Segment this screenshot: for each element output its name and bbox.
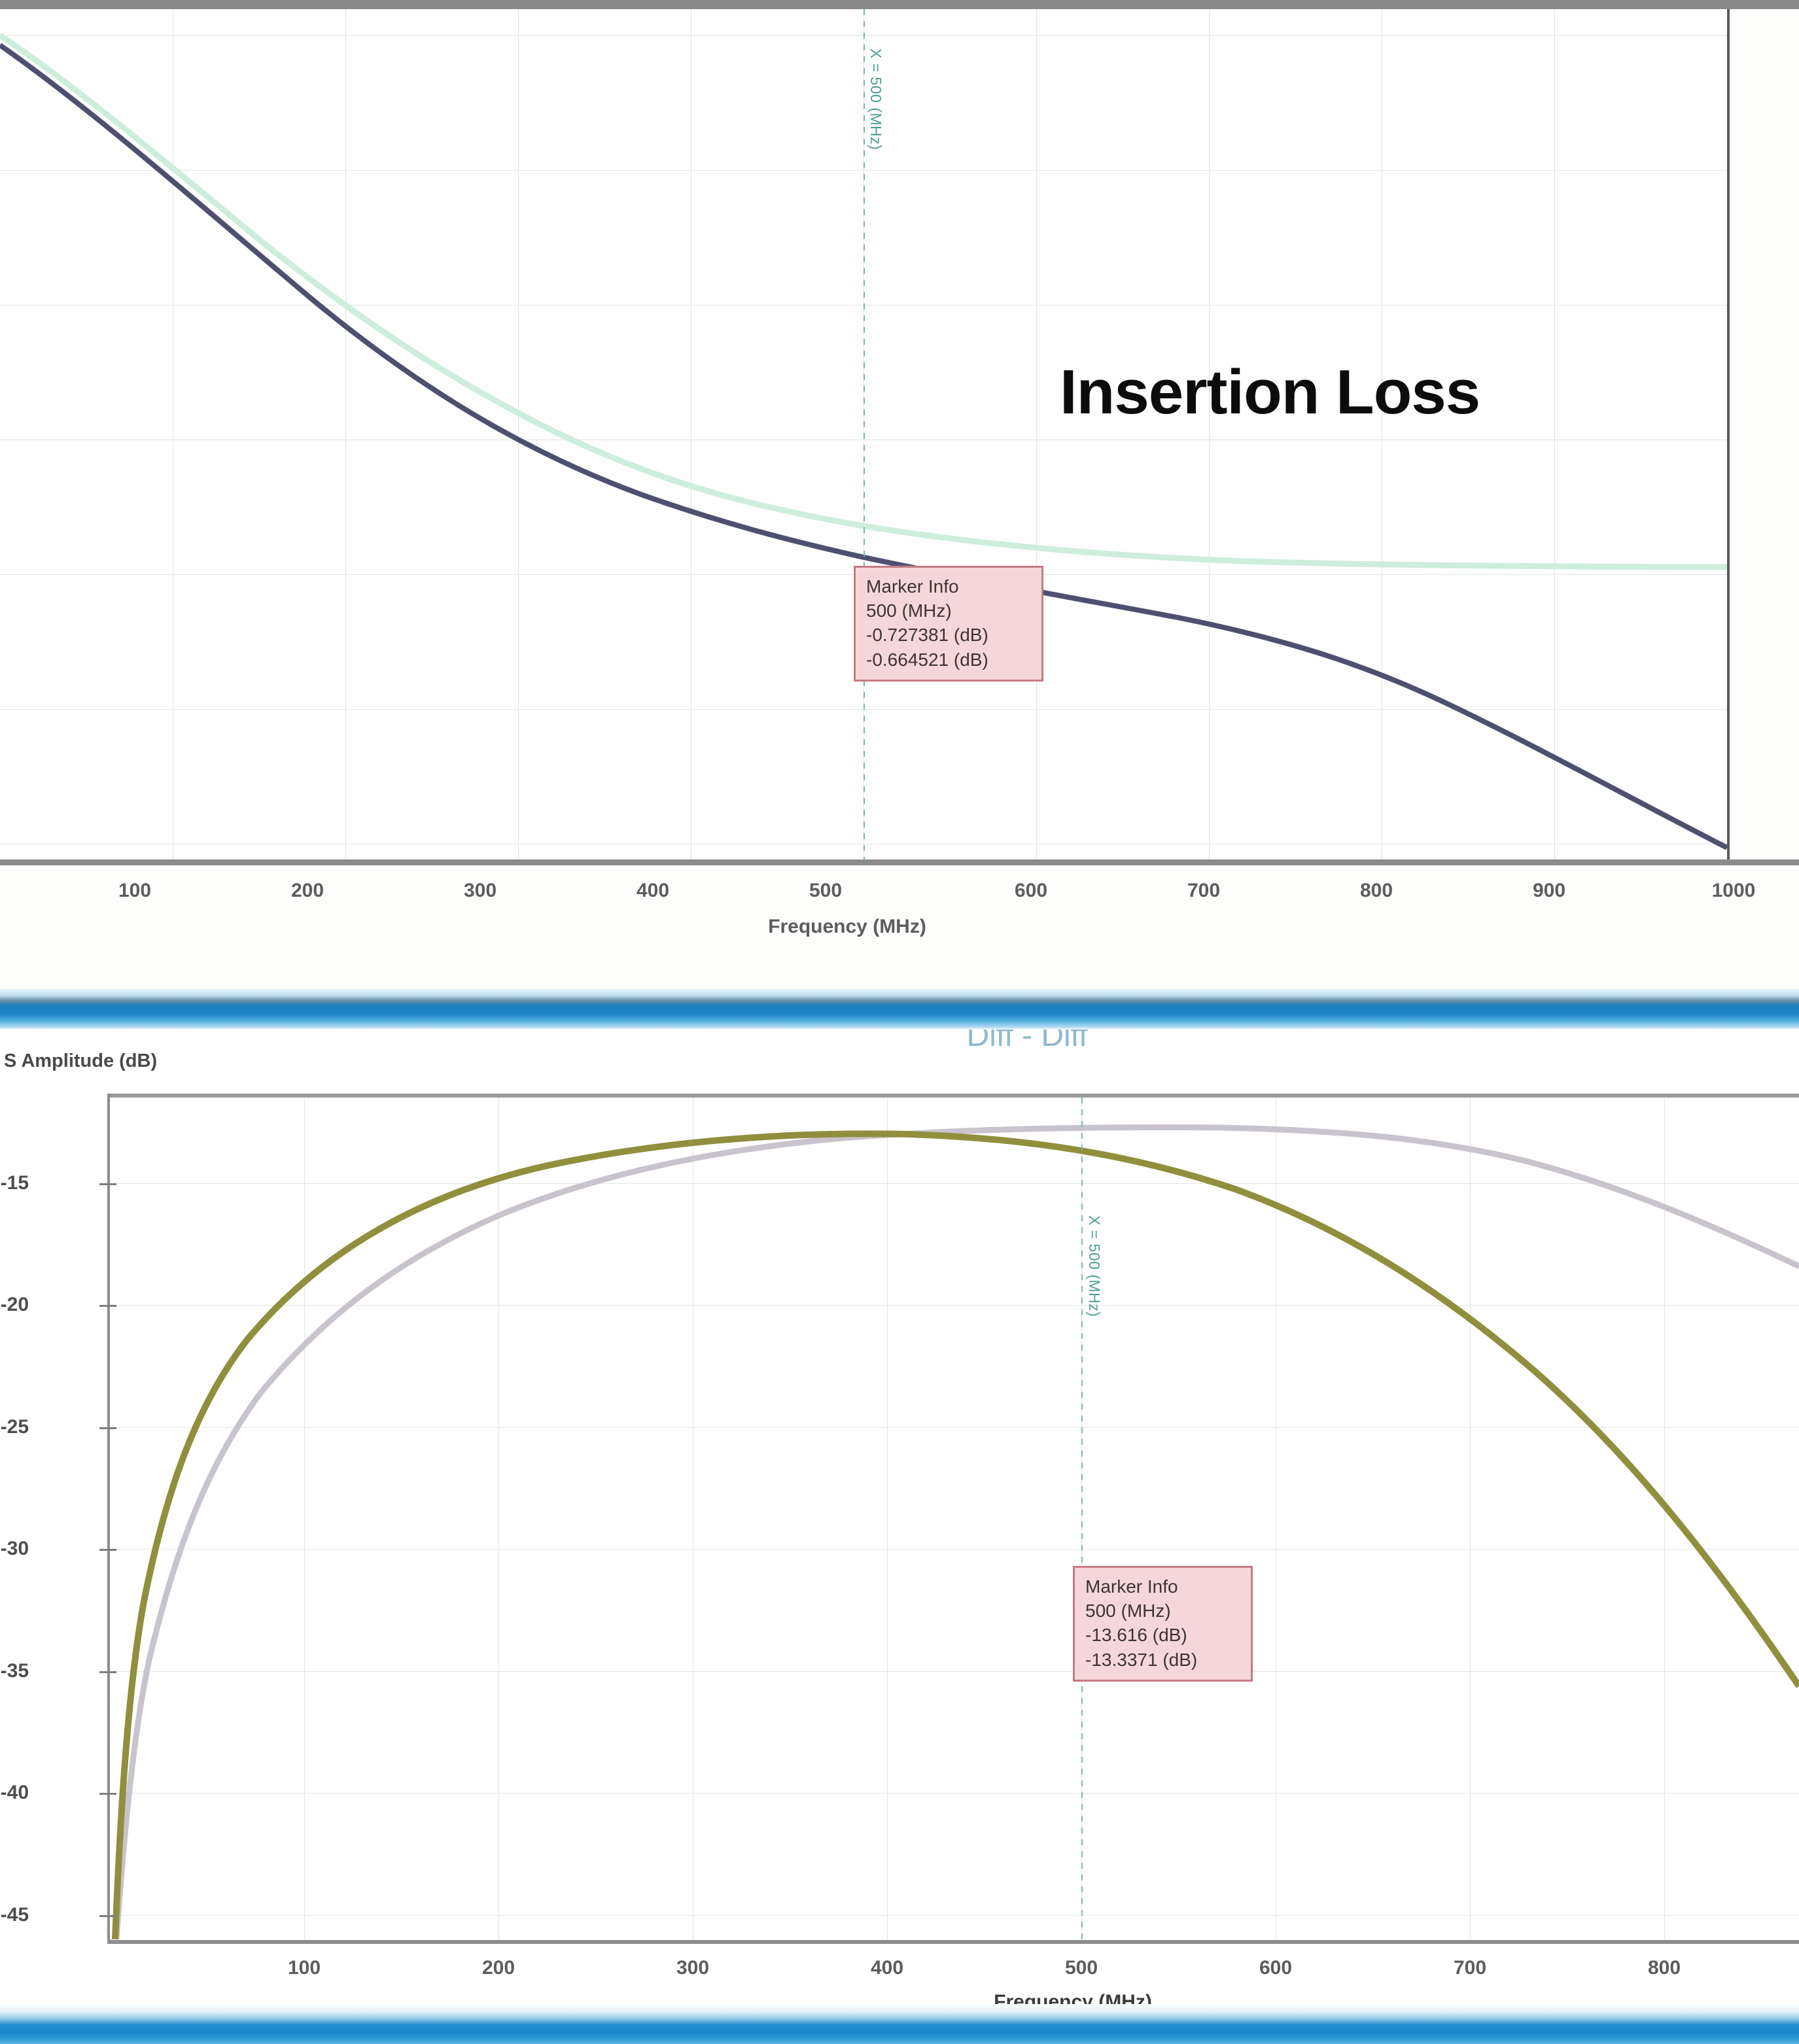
- insertion-loss-panel: X = 500 (MHz) Marker Info 500 (MHz) -0.7…: [0, 0, 1799, 989]
- y-tick-label: -35: [0, 1660, 29, 1682]
- x-tick: 700: [1453, 1957, 1487, 1979]
- marker-info-box[interactable]: Marker Info 500 (MHz) -13.616 (dB) -13.3…: [1073, 1566, 1253, 1682]
- gridline-v: [304, 1098, 305, 1939]
- return-loss-x-axis: [107, 1940, 1799, 1944]
- x-tick: 500: [809, 880, 843, 901]
- y-tick-mark: [99, 1915, 116, 1917]
- marker-line-500mhz: [864, 9, 865, 859]
- marker-info-frequency: 500 (MHz): [1085, 1601, 1171, 1621]
- gridline-h: [110, 1305, 1799, 1306]
- gridline-h: [110, 1549, 1799, 1550]
- x-tick: 300: [463, 880, 497, 901]
- return-loss-panel: Diff - Diff S Amplitude (dB): [0, 1030, 1799, 2004]
- window-divider-bar: [0, 989, 1799, 1030]
- marker-info-value-2: -13.3371 (dB): [1085, 1649, 1198, 1670]
- x-tick: 900: [1532, 880, 1566, 901]
- gridline-h: [110, 1915, 1799, 1916]
- return-loss-traces: [112, 1124, 1799, 1939]
- marker-info-box[interactable]: Marker Info 500 (MHz) -0.727381 (dB) -0.…: [854, 566, 1043, 682]
- window-bottom-bar: [0, 2004, 1799, 2044]
- return-loss-plot-area[interactable]: X = 500 (MHz): [110, 1098, 1799, 1939]
- x-tick: 700: [1187, 880, 1221, 901]
- y-tick-mark: [99, 1793, 116, 1795]
- return-loss-y-axis-title: S Amplitude (dB): [4, 1050, 158, 1071]
- x-tick: 1000: [1711, 880, 1756, 901]
- x-tick: 800: [1647, 1957, 1681, 1979]
- insertion-loss-x-axis-title: Frequency (MHz): [768, 916, 926, 937]
- insertion-loss-traces: [0, 33, 1727, 850]
- insertion-loss-plot-area[interactable]: X = 500 (MHz): [0, 9, 1727, 859]
- y-tick-label: -40: [0, 1782, 29, 1803]
- gridline-h: [110, 1183, 1799, 1184]
- return-loss-x-axis-title: Frequency (MHz): [994, 1991, 1152, 2004]
- gridline-h: [110, 1427, 1799, 1428]
- return-loss-x-ticks: 100 200 300 400 500 600 700 800: [0, 1957, 1799, 1990]
- top-panel-frame-bar: [0, 0, 1799, 9]
- y-tick-mark: [99, 1305, 116, 1307]
- marker-line-500mhz: [1081, 1098, 1083, 1939]
- marker-axis-label: X = 500 (MHz): [867, 48, 884, 150]
- x-tick: 200: [481, 1957, 515, 1979]
- y-tick-label: -45: [0, 1904, 29, 1926]
- gridline-v: [498, 1098, 499, 1939]
- y-tick-mark: [99, 1549, 116, 1551]
- gridline-v: [1470, 1098, 1471, 1939]
- y-tick-label: -30: [0, 1538, 29, 1559]
- marker-info-frequency: 500 (MHz): [866, 600, 952, 621]
- x-tick: 200: [290, 880, 324, 901]
- y-tick-label: -25: [0, 1416, 29, 1438]
- insertion-loss-x-ticks: 100 200 300 400 500 600 700 800 900 1000: [0, 880, 1799, 912]
- gridline-v: [1209, 9, 1210, 859]
- y-tick-label: -15: [0, 1172, 29, 1194]
- gridline-v: [887, 1098, 888, 1939]
- gridline-v: [345, 9, 346, 859]
- y-tick-mark: [99, 1671, 116, 1673]
- gridline-v: [1036, 9, 1037, 859]
- marker-info-value-1: -13.616 (dB): [1085, 1625, 1187, 1646]
- marker-info-title: Marker Info: [1085, 1576, 1178, 1597]
- plot-right-axis: [1727, 9, 1730, 859]
- x-tick: 400: [870, 1957, 904, 1979]
- gridline-v: [1554, 9, 1555, 859]
- x-tick: 600: [1014, 880, 1048, 901]
- x-tick: 100: [287, 1957, 321, 1979]
- insertion-loss-annotation: Insertion Loss: [1060, 357, 1480, 427]
- return-loss-y-axis: [107, 1094, 111, 1944]
- marker-info-title: Marker Info: [866, 576, 959, 597]
- x-tick: 500: [1064, 1957, 1098, 1979]
- marker-axis-label: X = 500 (MHz): [1086, 1215, 1103, 1317]
- y-tick-label: -20: [0, 1294, 29, 1315]
- x-tick: 100: [118, 880, 152, 901]
- y-tick-mark: [99, 1183, 116, 1185]
- gridline-v: [1664, 1098, 1665, 1939]
- gridline-v: [518, 9, 519, 859]
- gridline-h: [110, 1671, 1799, 1672]
- y-tick-mark: [99, 1427, 116, 1429]
- marker-info-value-2: -0.664521 (dB): [866, 649, 988, 670]
- x-tick: 800: [1359, 880, 1393, 901]
- marker-info-value-1: -0.727381 (dB): [866, 625, 988, 646]
- x-tick: 400: [636, 880, 670, 901]
- insertion-loss-x-axis: [0, 859, 1799, 865]
- plot-top-border: [110, 1094, 1799, 1098]
- x-tick: 300: [676, 1957, 710, 1979]
- x-tick: 600: [1259, 1957, 1293, 1979]
- return-loss-window-title: Diff - Diff: [966, 1030, 1088, 1053]
